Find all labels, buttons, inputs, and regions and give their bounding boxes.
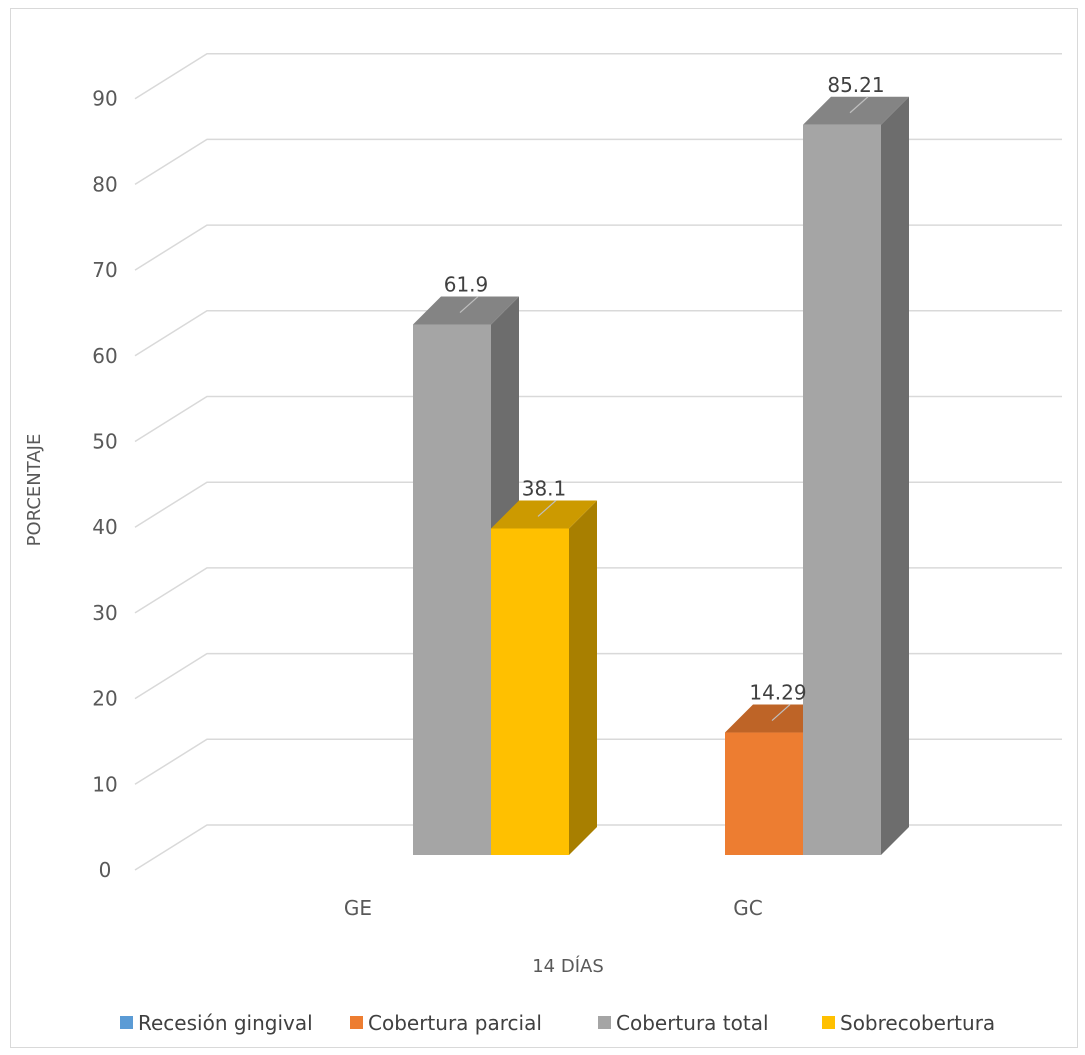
- data-label: 38.1: [522, 476, 567, 500]
- gridline: [134, 824, 1062, 871]
- gridline: [134, 395, 1062, 443]
- y-tick-label: 90: [92, 87, 117, 111]
- x-axis-title: 14 DÍAS: [532, 955, 604, 977]
- x-category-label: GC: [733, 896, 762, 920]
- legend-label: Cobertura parcial: [368, 1011, 542, 1035]
- legend-label: Recesión gingival: [138, 1011, 313, 1035]
- data-label: 14.29: [749, 681, 806, 705]
- y-axis-title: PORCENTAJE: [24, 434, 45, 547]
- legend-label: Sobrecobertura: [840, 1011, 995, 1035]
- data-label-leader: [849, 96, 869, 114]
- bar: [491, 500, 597, 855]
- data-label: 85.21: [827, 73, 884, 97]
- data-label-leader: [459, 296, 479, 313]
- y-tick-label: 10: [92, 772, 117, 796]
- y-tick-label: 50: [92, 430, 117, 454]
- gridline: [134, 138, 1062, 186]
- gridline: [134, 481, 1062, 528]
- data-labels: 61.9 38.1 14.29 85.21: [444, 73, 885, 721]
- legend: Recesión gingival Cobertura parcial Cobert…: [120, 1011, 995, 1035]
- data-label: 61.9: [444, 273, 489, 297]
- gridline: [134, 652, 1062, 700]
- y-tick-label: 40: [92, 515, 117, 539]
- legend-swatch: [822, 1016, 835, 1029]
- gridline: [134, 738, 1062, 785]
- y-tick-label: 30: [92, 601, 117, 625]
- legend-item: Cobertura total: [598, 1011, 769, 1035]
- y-tick-label: 70: [92, 258, 117, 282]
- x-axis-categories: GE GC: [344, 896, 763, 920]
- y-tick-label: 20: [92, 687, 117, 711]
- gridline: [134, 224, 1062, 271]
- data-label-leader: [771, 704, 791, 721]
- legend-swatch: [350, 1016, 363, 1029]
- data-label-leader: [537, 500, 557, 517]
- legend-swatch: [120, 1016, 133, 1029]
- bars: [413, 96, 909, 856]
- gridlines: [134, 52, 1062, 871]
- x-category-label: GE: [344, 896, 372, 920]
- legend-label: Cobertura total: [616, 1011, 769, 1035]
- legend-item: Sobrecobertura: [822, 1011, 995, 1035]
- y-axis-ticks: 0 10 20 30 40 50 60 70 80 90: [92, 87, 117, 882]
- bar: [803, 96, 909, 855]
- gridline: [134, 52, 1062, 100]
- y-tick-label: 80: [92, 172, 117, 196]
- gridline: [134, 567, 1062, 614]
- y-tick-label: 60: [92, 344, 117, 368]
- gridline: [134, 310, 1062, 357]
- legend-item: Recesión gingival: [120, 1011, 313, 1035]
- legend-swatch: [598, 1016, 611, 1029]
- y-tick-label: 0: [99, 858, 112, 882]
- legend-item: Cobertura parcial: [350, 1011, 542, 1035]
